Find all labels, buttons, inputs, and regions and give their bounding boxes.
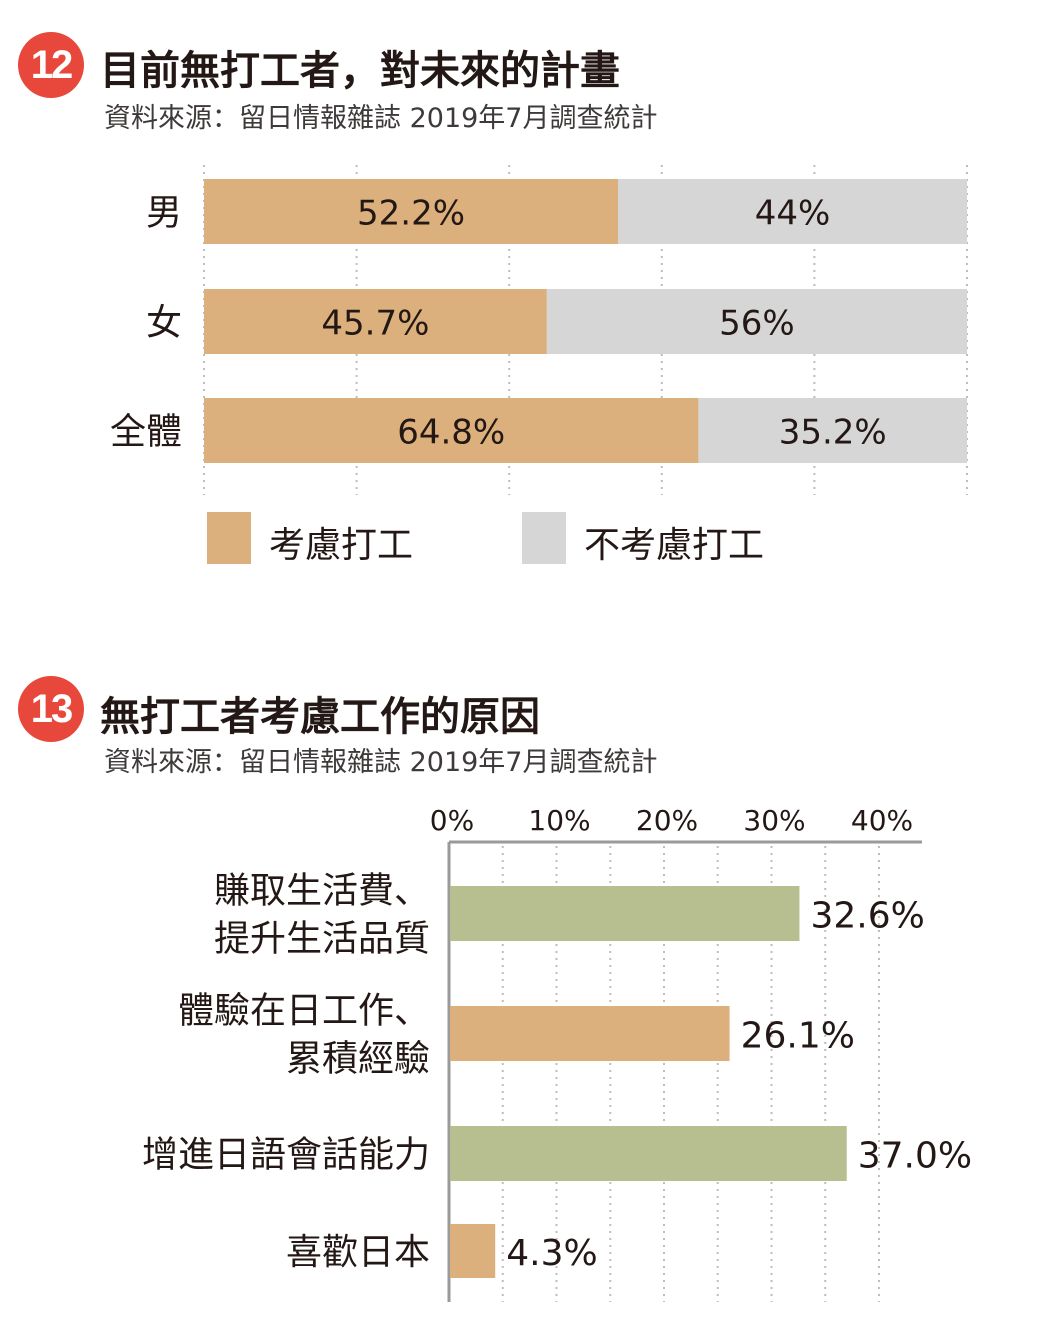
chart-13-bar xyxy=(450,1224,496,1278)
chart-12-bar xyxy=(204,398,699,463)
chart-12-value-label: 52.2% xyxy=(357,194,465,234)
chart-13-value-label: 37.0% xyxy=(858,1136,972,1177)
chart-13-category-label: 增進日語會話能力 xyxy=(142,1135,430,1176)
chart-13-tick-label: 40% xyxy=(851,804,913,837)
chart-12-value-label: 35.2% xyxy=(779,413,887,453)
chart-13-bar xyxy=(450,1006,730,1061)
chart-12-legend-swatch xyxy=(522,512,566,564)
chart-12-category-label: 全體 xyxy=(110,412,182,453)
chart-13-category-label: 提升生活品質 xyxy=(214,919,430,960)
chart-13-source: 資料來源：留日情報雜誌 2019年7月調查統計 xyxy=(104,747,658,778)
chart-13-badge: 13 xyxy=(18,676,84,742)
chart-13-tick-label: 0% xyxy=(430,804,474,837)
chart-12-badge: 12 xyxy=(18,32,84,98)
chart-13-category-label: 累積經驗 xyxy=(286,1039,430,1080)
chart-13-bar xyxy=(450,1126,847,1181)
chart-12-bar xyxy=(546,289,967,354)
chart-13-value-label: 32.6% xyxy=(810,896,924,937)
chart-12-value-label: 56% xyxy=(719,304,795,344)
chart-12-bar xyxy=(204,179,619,244)
chart-12-svg: 男 52.2% 44% 女 45.7% 56% 全體 64.8% 35.2% 考慮打工 不考慮打工 xyxy=(110,165,968,566)
chart-12-section: 12 目前無打工者，對未來的計畫 資料來源：留日情報雜誌 2019年7月調查統計… xyxy=(0,0,1050,600)
chart-12-bar xyxy=(204,289,547,354)
chart-13-title: 無打工者考慮工作的原因 xyxy=(100,694,540,740)
chart-13-bar xyxy=(450,886,800,941)
chart-12-value-label: 44% xyxy=(755,194,831,234)
chart-12-value-label: 45.7% xyxy=(321,304,429,344)
chart-12-legend-swatch xyxy=(207,512,251,564)
chart-12-source: 資料來源：留日情報雜誌 2019年7月調查統計 xyxy=(104,103,658,134)
chart-13-category-label: 體驗在日工作、 xyxy=(178,991,430,1032)
chart-12-bar xyxy=(698,398,967,463)
chart-13-tick-label: 10% xyxy=(528,804,590,837)
chart-13-tick-label: 20% xyxy=(636,804,698,837)
chart-12-category-label: 女 xyxy=(146,303,182,344)
chart-13-value-label: 4.3% xyxy=(506,1233,597,1274)
chart-13-value-label: 26.1% xyxy=(741,1016,855,1057)
chart-12-legend-label: 考慮打工 xyxy=(269,525,413,566)
chart-12-bar xyxy=(618,179,967,244)
chart-13-category-label: 喜歡日本 xyxy=(286,1232,430,1273)
chart-12-category-label: 男 xyxy=(146,193,182,234)
chart-12-value-label: 64.8% xyxy=(397,413,505,453)
chart-13-tick-label: 30% xyxy=(743,804,805,837)
chart-12-title: 目前無打工者，對未來的計畫 xyxy=(100,48,620,94)
chart-12-legend-label: 不考慮打工 xyxy=(584,525,764,566)
chart-13-category-label: 賺取生活費、 xyxy=(214,871,430,912)
